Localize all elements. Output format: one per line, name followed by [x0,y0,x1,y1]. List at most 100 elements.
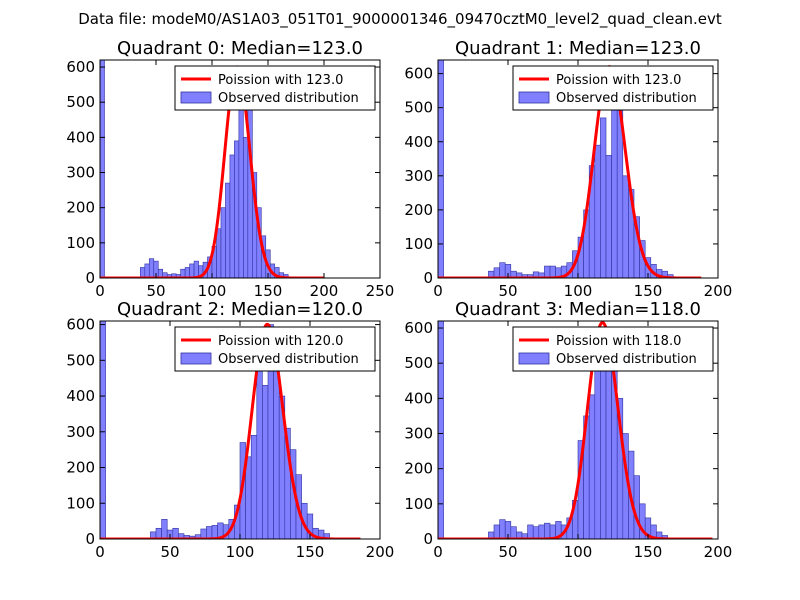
y-tick-label: 500 [404,99,433,117]
y-tick-label: 300 [404,425,433,443]
legend-poisson-label: Poission with 123.0 [556,73,681,88]
histogram-bar [532,526,540,539]
histogram-bar [245,456,252,539]
histogram-bar [220,207,226,278]
legend-hist-label: Observed distribution [556,352,697,367]
x-tick-label: 150 [254,282,283,300]
legend-poisson-label: Poission with 123.0 [218,73,343,88]
histogram-bar [661,535,668,539]
histogram-bar [544,522,551,539]
plot-area [438,60,702,278]
x-tick-label: 100 [564,543,593,561]
panel-title: Quadrant 2: Median=120.0 [117,299,363,320]
x-tick-label: 0 [433,282,443,300]
legend-hist-swatch [518,352,550,365]
legend-hist-swatch [518,91,550,104]
histogram-bar [250,435,258,539]
y-tick-label: 300 [404,167,433,185]
y-tick-label: 400 [66,387,95,405]
histogram-bar [229,154,235,278]
x-tick-label: 0 [95,543,105,561]
panel-quadrant-1: 0 50 100 150 200 0 100 200 300 400 500 600 Quadrant … [404,38,732,300]
histogram-bar [600,117,607,278]
plot-area [438,321,714,539]
y-tick-label: 200 [404,201,433,219]
y-tick-label: 600 [66,316,95,334]
legend-poisson-label: Poission with 118.0 [556,334,681,349]
y-tick-label: 500 [404,354,433,372]
y-tick-label: 0 [423,269,433,287]
histogram-bar [144,263,150,278]
histogram-bar [161,519,168,539]
histogram-bar [438,60,444,278]
panel-quadrant-0: 0 50 100 150 200 250 0 100 200 300 400 500 600 Quadra… [66,38,394,300]
panel-title: Quadrant 0: Median=123.0 [117,38,363,59]
legend-hist-label: Observed distribution [218,91,359,106]
y-tick-label: 400 [66,128,95,146]
poisson-curve [438,65,702,278]
legend-hist-label: Observed distribution [556,91,697,106]
y-tick-label: 0 [423,530,433,548]
panel-quadrant-2: 0 50 100 150 200 0 100 200 300 400 500 600 Quadrant … [66,299,394,561]
x-tick-label: 150 [634,543,663,561]
histogram-bar [605,155,612,278]
legend-hist-label: Observed distribution [218,352,359,367]
histogram-bar [633,475,640,539]
y-tick-label: 100 [404,495,433,513]
x-tick-label: 50 [498,543,517,561]
y-tick-label: 0 [85,530,95,548]
y-tick-label: 500 [66,93,95,111]
x-tick-label: 50 [498,282,517,300]
y-tick-label: 500 [66,351,95,369]
x-tick-label: 50 [146,282,165,300]
histogram-bar [544,265,551,278]
y-tick-label: 100 [66,234,95,252]
histogram-bar [605,359,612,539]
x-tick-label: 200 [704,282,733,300]
histogram-bar [256,370,263,539]
x-tick-label: 0 [95,282,105,300]
y-tick-label: 0 [85,269,95,287]
y-tick-label: 200 [66,199,95,217]
x-tick-label: 50 [160,543,179,561]
y-tick-label: 600 [404,65,433,83]
x-tick-label: 150 [634,282,663,300]
histogram-bar [243,137,249,278]
x-tick-label: 100 [226,543,255,561]
histogram-bar [148,258,155,278]
histogram-bar [211,525,218,539]
x-tick-label: 100 [564,282,593,300]
x-tick-label: 100 [198,282,227,300]
y-tick-label: 600 [404,319,433,337]
y-tick-label: 200 [66,459,95,477]
histogram-bar [225,182,231,278]
poisson-curve [100,322,362,539]
histogram-bar [493,524,500,539]
histogram-bar [549,265,556,278]
histogram-bar [172,527,179,539]
histogram-bar [234,140,240,278]
histogram-bar [622,175,629,278]
histogram-bar [538,524,545,539]
y-tick-label: 300 [66,423,95,441]
histogram-bar [499,262,506,278]
x-tick-label: 200 [704,543,733,561]
y-tick-label: 100 [404,235,433,253]
histogram-bar [216,228,222,278]
histogram-bar [193,260,199,278]
x-tick-label: 150 [296,543,325,561]
histogram-bar [100,321,106,539]
legend-poisson-label: Poission with 120.0 [218,334,343,349]
y-tick-label: 400 [404,133,433,151]
histogram-bar [438,321,444,539]
panel-quadrant-3: 0 50 100 150 200 0 100 200 300 400 500 600 Quadrant … [404,299,732,561]
x-tick-label: 200 [366,543,395,561]
axes-frame [99,59,381,279]
y-tick-label: 100 [66,494,95,512]
plot-area [100,60,325,278]
histogram-bar [527,524,534,539]
histogram-bar [493,267,500,278]
histogram-bar [206,526,213,539]
panel-title: Quadrant 3: Median=118.0 [455,299,701,320]
